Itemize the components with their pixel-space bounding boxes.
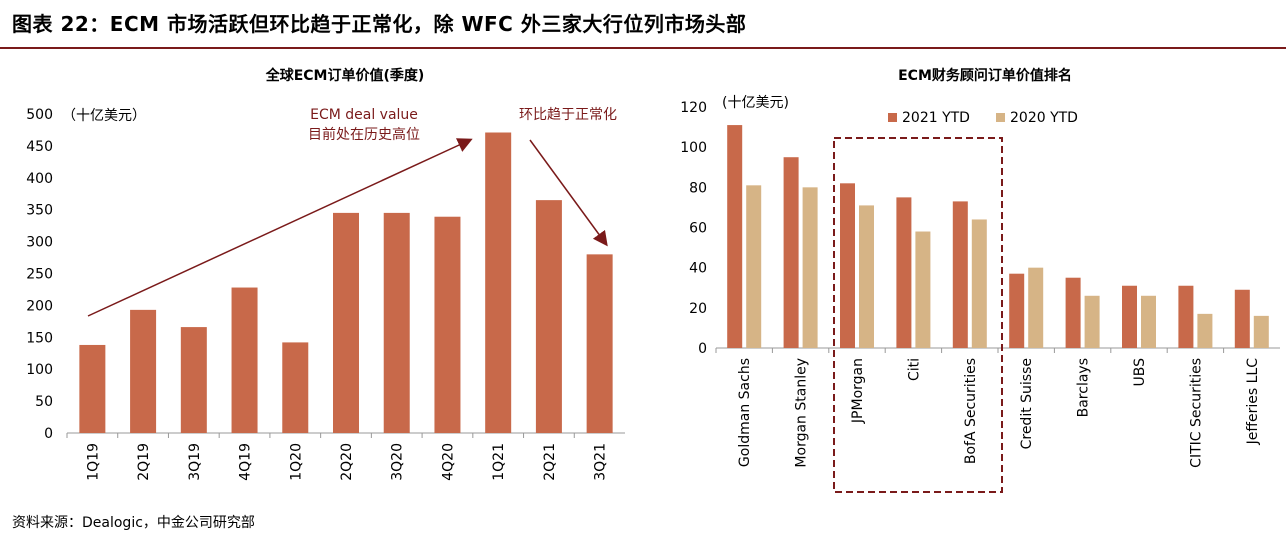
chart1-x-tick-label: 1Q21 bbox=[491, 443, 507, 481]
title-divider bbox=[0, 47, 1286, 49]
chart2-bar-2021 bbox=[783, 157, 799, 348]
chart1-y-tick-label: 250 bbox=[26, 267, 53, 283]
chart2-x-tick-label: Credit Suisse bbox=[1019, 358, 1035, 449]
chart1-y-tick-label: 300 bbox=[26, 235, 53, 251]
chart2-bar-2020 bbox=[1141, 295, 1156, 348]
chart1-bar bbox=[535, 200, 562, 433]
chart2-y-tick-label: 20 bbox=[689, 301, 707, 317]
chart1-y-tick-label: 100 bbox=[26, 362, 53, 378]
chart1-bar bbox=[333, 212, 359, 433]
annotation-normalization: 环比趋于正常化 bbox=[519, 107, 617, 123]
chart1-bar bbox=[231, 287, 258, 433]
chart1-bar bbox=[586, 254, 613, 433]
chart2-bar-2020 bbox=[971, 219, 987, 348]
chart1-x-tick-label: 2Q19 bbox=[136, 443, 152, 481]
chart2-y-tick-label: 40 bbox=[689, 261, 707, 277]
chart1-bar bbox=[485, 132, 512, 433]
chart2-y-tick-label: 120 bbox=[680, 100, 707, 116]
chart2-bar-2020 bbox=[746, 185, 762, 348]
chart1-y-tick-label: 450 bbox=[26, 139, 53, 155]
chart1-x-tick-label: 4Q19 bbox=[238, 443, 254, 481]
page-title: 图表 22：ECM 市场活跃但环比趋于正常化，除 WFC 外三家大行位列市场头部 bbox=[12, 12, 747, 36]
legend-label-2021: 2021 YTD bbox=[902, 110, 970, 126]
chart1-y-tick-label: 50 bbox=[35, 394, 53, 410]
chart2-y-tick-label: 80 bbox=[689, 180, 707, 196]
chart1-x-tick-label: 3Q19 bbox=[187, 443, 203, 481]
chart1-tick-labels: 0 50 100 150 200 250 300 350 400 450 500 1Q19 2Q19 3Q… bbox=[26, 107, 608, 481]
legend-label-2020: 2020 YTD bbox=[1010, 110, 1078, 126]
chart2-bar-2020 bbox=[1084, 295, 1100, 348]
chart1-x-tick-label: 2Q21 bbox=[542, 443, 558, 481]
chart1-x-tick-label: 3Q20 bbox=[390, 443, 406, 481]
chart2-bar-2021 bbox=[840, 183, 855, 348]
highlight-dashed-box bbox=[833, 137, 1003, 493]
chart1-bar bbox=[383, 212, 410, 433]
chart2-bar-2020 bbox=[1197, 313, 1213, 348]
chart1-bar bbox=[130, 309, 157, 433]
uptrend-arrow bbox=[87, 138, 473, 317]
chart1-annotations: ECM deal value 目前处在历史高位 环比趋于正常化 bbox=[87, 107, 617, 317]
chart2-legend: 2021 YTD 2020 YTD bbox=[888, 110, 1078, 126]
chart1-y-tick-label: 350 bbox=[26, 203, 53, 219]
chart2-x-tick-label: Goldman Sachs bbox=[737, 358, 753, 467]
chart2-bar-2020 bbox=[1253, 315, 1269, 348]
chart2-bar-2021 bbox=[1009, 273, 1025, 348]
chart1-title: 全球ECM订单价值(季度) bbox=[265, 67, 425, 84]
annotation-historic-high: 目前处在历史高位 bbox=[308, 126, 420, 143]
chart2-bar-2021 bbox=[1065, 277, 1081, 348]
chart1-x-tick-label: 4Q20 bbox=[440, 443, 456, 481]
chart1-y-tick-label: 0 bbox=[44, 426, 53, 442]
chart1-bar bbox=[434, 216, 461, 433]
chart2-unit-label: (十亿美元) bbox=[722, 95, 789, 111]
chart1-bars bbox=[79, 132, 613, 433]
chart1-bar bbox=[79, 344, 106, 433]
annotation-ecm-deal-value: ECM deal value bbox=[310, 107, 418, 123]
chart2-bar-2020 bbox=[859, 205, 874, 348]
chart2-x-tick-label: UBS bbox=[1132, 358, 1148, 387]
chart1-x-tick-label: 2Q20 bbox=[339, 443, 355, 481]
downtrend-arrow bbox=[529, 139, 608, 247]
chart2-y-tick-label: 100 bbox=[680, 140, 707, 156]
chart1-y-tick-label: 200 bbox=[26, 298, 53, 314]
chart2-x-tick-label: BofA Securities bbox=[963, 358, 979, 464]
chart1-x-tick-label: 1Q20 bbox=[288, 443, 304, 481]
chart1-x-tick-label: 3Q21 bbox=[593, 443, 609, 481]
chart2-bar-2020 bbox=[915, 231, 931, 348]
chart2-x-tick-label: JPMorgan bbox=[850, 358, 866, 424]
chart2-x-tick-label: Barclays bbox=[1076, 358, 1092, 417]
chart2-x-tick-label: Morgan Stanley bbox=[794, 358, 810, 468]
chart1-unit-label: （十亿美元） bbox=[62, 108, 146, 124]
legend-swatch-2020 bbox=[996, 113, 1005, 122]
chart2-bar-2020 bbox=[1028, 267, 1044, 348]
chart1-y-tick-label: 400 bbox=[26, 171, 53, 187]
chart2-bar-2021 bbox=[1178, 285, 1194, 348]
chart1-y-tick-label: 500 bbox=[26, 107, 53, 123]
chart2-bar-2020 bbox=[802, 187, 818, 348]
chart2-y-tick-label: 60 bbox=[689, 221, 707, 237]
chart2-title: ECM财务顾问订单价值排名 bbox=[898, 67, 1072, 84]
chart2-x-tick-label: Jefferies LLC bbox=[1245, 358, 1261, 446]
chart2-bar-2021 bbox=[952, 201, 968, 348]
chart2-y-tick-label: 0 bbox=[698, 341, 707, 357]
legend-swatch-2021 bbox=[888, 113, 897, 122]
chart2-tick-labels: 0 20 40 60 80 100 120 Goldman Sachs Morgan Stanl… bbox=[680, 100, 1261, 468]
ecm-quarterly-chart: 全球ECM订单价值(季度) （十亿美元） 0 50 100 150 200 250 300 3… bbox=[26, 67, 625, 481]
source-note: 资料来源：Dealogic，中金公司研究部 bbox=[12, 515, 255, 531]
chart2-x-tick-label: Citi bbox=[906, 358, 922, 381]
chart2-axes bbox=[715, 347, 1280, 353]
chart2-bars bbox=[727, 125, 1269, 348]
chart2-bar-2021 bbox=[1234, 289, 1250, 348]
chart2-bar-2021 bbox=[727, 125, 743, 348]
chart1-y-tick-label: 150 bbox=[26, 330, 53, 346]
advisor-ranking-chart: ECM财务顾问订单价值排名 (十亿美元) 2021 YTD 2020 YTD 0… bbox=[680, 67, 1280, 493]
chart1-x-tick-label: 1Q19 bbox=[85, 443, 101, 481]
chart1-bar bbox=[282, 342, 309, 433]
chart2-x-tick-label: CITIC Securities bbox=[1188, 358, 1204, 468]
chart2-bar-2021 bbox=[1122, 285, 1137, 348]
chart2-bar-2021 bbox=[896, 197, 912, 348]
chart1-bar bbox=[180, 327, 207, 433]
